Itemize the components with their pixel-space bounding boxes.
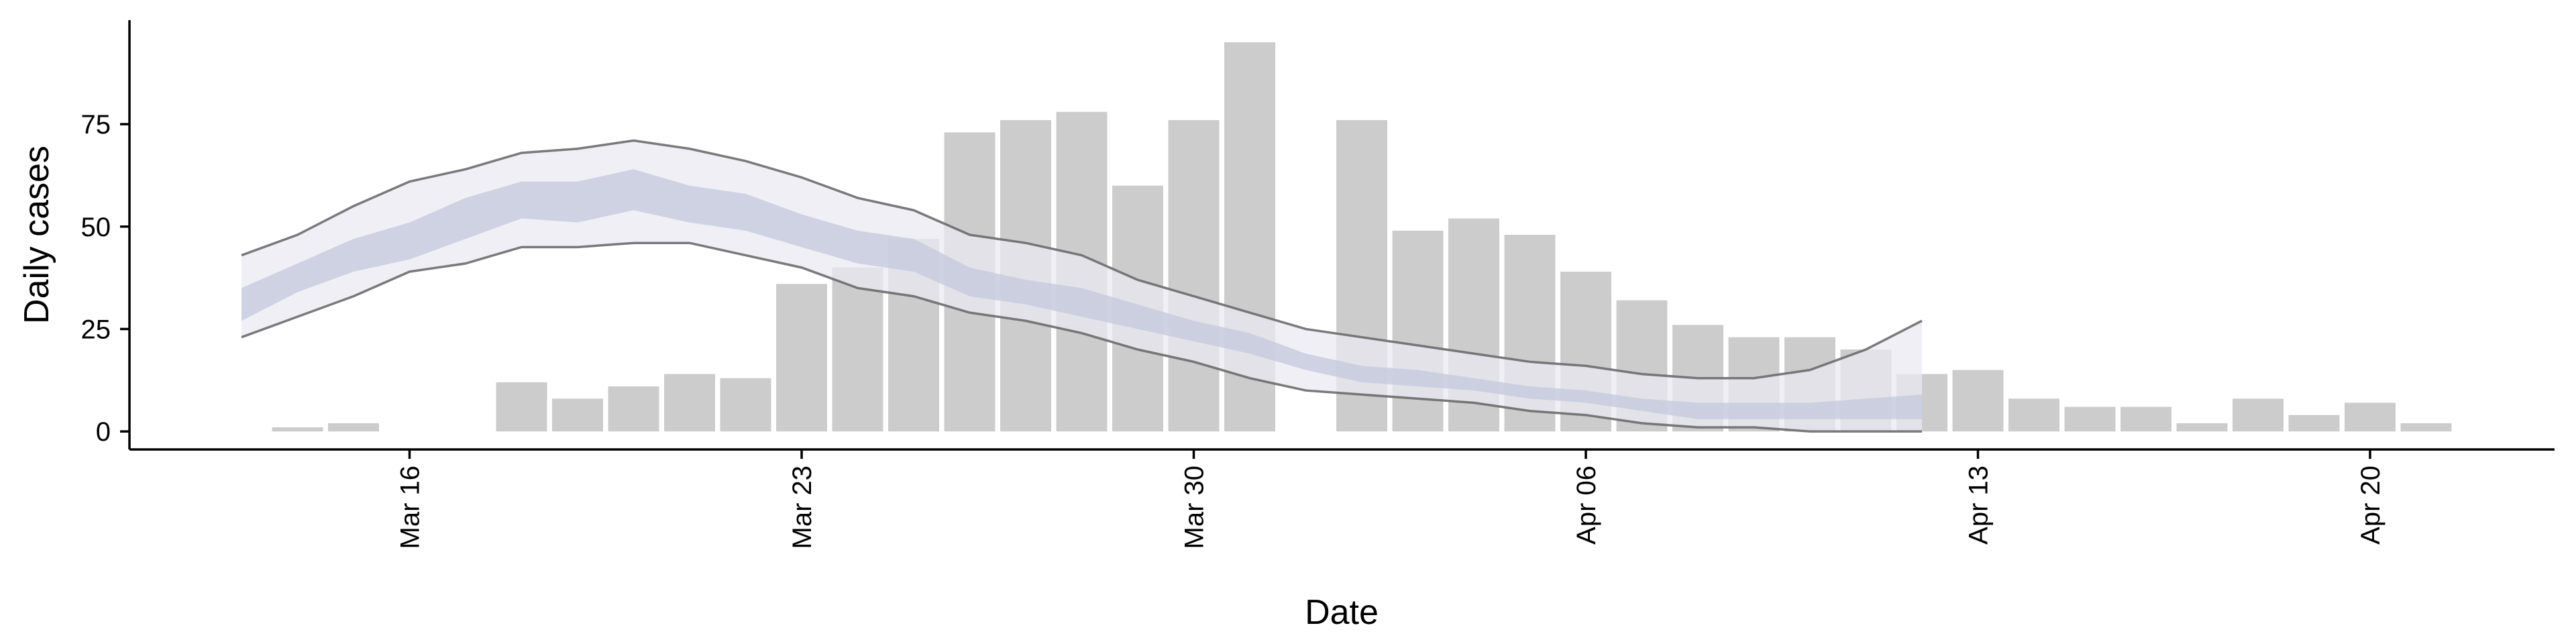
x-axis-title: Date	[1305, 593, 1379, 632]
x-tick-label: Apr 06	[1572, 466, 1601, 545]
x-tick-label: Mar 30	[1180, 466, 1210, 549]
y-axis-title: Daily cases	[17, 146, 56, 324]
bar	[1392, 230, 1444, 432]
x-tick-label: Mar 23	[788, 466, 817, 549]
bar	[328, 423, 379, 432]
bar	[720, 378, 771, 432]
bar	[2121, 407, 2171, 432]
bar	[272, 427, 323, 432]
x-tick-label: Mar 16	[396, 466, 425, 549]
bar	[496, 382, 547, 432]
bar	[832, 267, 883, 432]
bar	[1952, 370, 2004, 432]
bar	[2400, 423, 2452, 432]
inner-band	[241, 169, 1922, 419]
bar	[664, 374, 715, 432]
band-edge-line	[241, 241, 1922, 433]
bar	[2176, 423, 2228, 432]
y-tick-label: 75	[81, 110, 111, 140]
bar	[2288, 415, 2340, 432]
bar	[2345, 402, 2396, 432]
x-tick-label: Apr 13	[1964, 466, 1994, 545]
y-tick-label: 25	[81, 315, 111, 344]
bar	[552, 398, 603, 432]
bar	[776, 284, 827, 432]
bar	[2008, 398, 2059, 432]
bar	[2064, 407, 2116, 432]
bar	[608, 386, 659, 432]
bar	[2233, 398, 2284, 432]
x-tick-label: Apr 20	[2356, 466, 2385, 545]
y-tick-label: 50	[81, 213, 111, 242]
y-tick-label: 0	[96, 417, 111, 447]
band-edge-line	[241, 139, 1923, 380]
bar	[1168, 120, 1220, 432]
